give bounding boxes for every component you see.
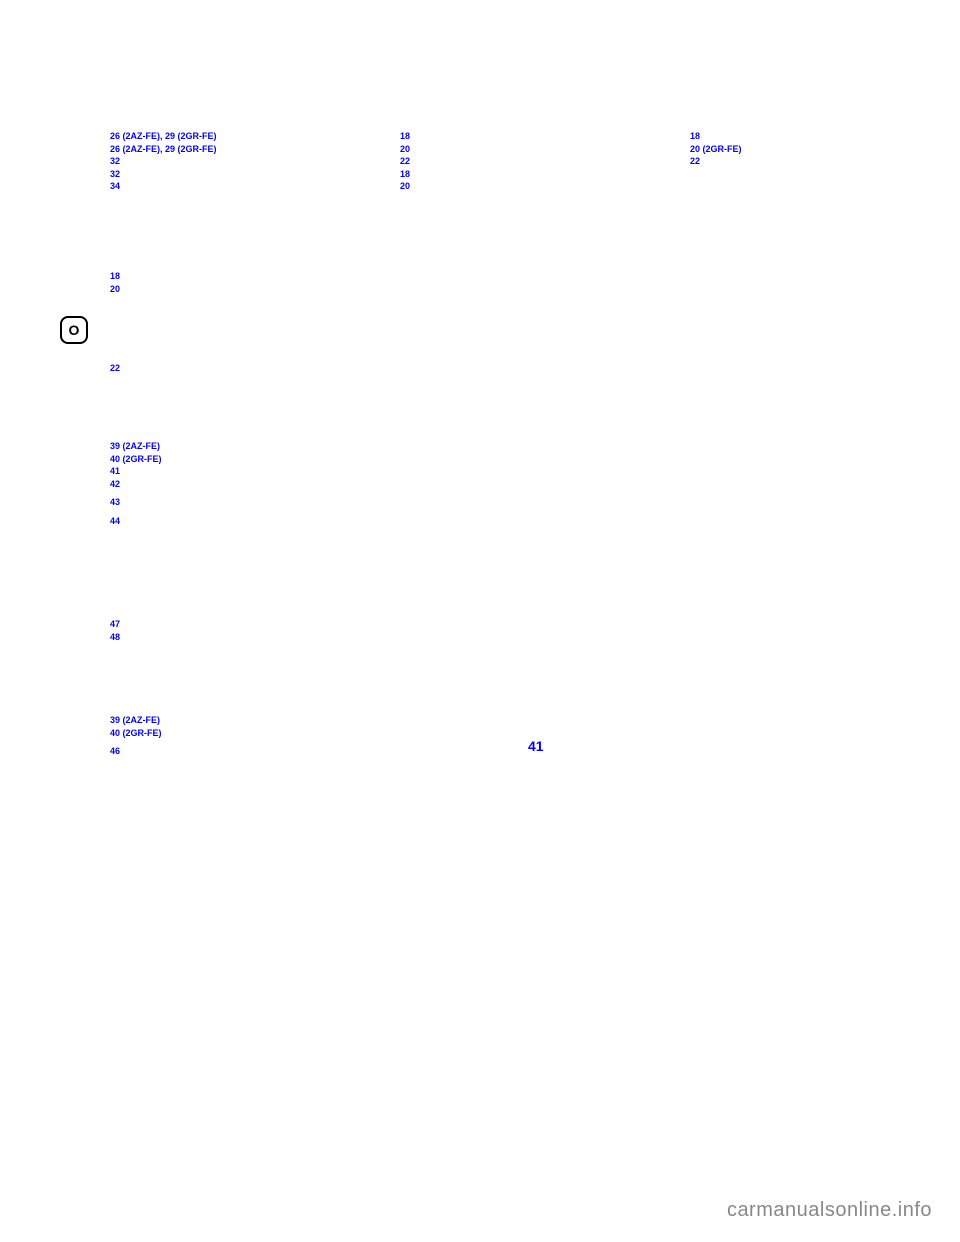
ref[interactable]: 40 (2GR-FE) (110, 453, 380, 466)
col1-sect-4: 39 (2AZ-FE) 40 (2GR-FE) 41 42 43 44 (110, 440, 380, 528)
ref[interactable]: 46 (110, 745, 380, 758)
ref[interactable]: 47 (110, 618, 380, 631)
ref[interactable]: 18 (690, 130, 960, 143)
entry: 26 (2AZ-FE), 29 (2GR-FE) 26 (2AZ-FE), 29… (110, 130, 380, 193)
page-big-number: 41 (528, 738, 544, 754)
ref[interactable]: 20 (400, 143, 670, 156)
col1-sect-3: 22 (110, 362, 380, 375)
ref[interactable]: 43 (110, 496, 380, 509)
ref[interactable]: 20 (400, 180, 670, 193)
ref[interactable]: 22 (400, 155, 670, 168)
ref[interactable]: 42 (110, 478, 380, 491)
col1-sect-5: 47 48 (110, 618, 380, 643)
ref[interactable]: 40 (2GR-FE) (110, 727, 380, 740)
ref[interactable]: 48 (110, 631, 380, 644)
ref[interactable]: 26 (2AZ-FE), 29 (2GR-FE) (110, 130, 380, 143)
ref[interactable]: 32 (110, 155, 380, 168)
ref[interactable]: 39 (2AZ-FE) (110, 714, 380, 727)
ref[interactable]: 44 (110, 515, 380, 528)
col1-sect-6: 39 (2AZ-FE) 40 (2GR-FE) 46 (110, 714, 380, 758)
ref[interactable]: 20 (110, 283, 380, 296)
ref[interactable]: 18 (400, 130, 670, 143)
ref[interactable]: 18 (400, 168, 670, 181)
ref[interactable]: 26 (2AZ-FE), 29 (2GR-FE) (110, 143, 380, 156)
ref[interactable]: 34 (110, 180, 380, 193)
ref[interactable]: 22 (110, 362, 380, 375)
col1-sect-1: 26 (2AZ-FE), 29 (2GR-FE) 26 (2AZ-FE), 29… (110, 130, 380, 197)
ref[interactable]: 32 (110, 168, 380, 181)
ref[interactable]: 20 (2GR-FE) (690, 143, 960, 156)
col3-sect-1: 18 20 (2GR-FE) 22 (690, 130, 960, 168)
section-letter: O (60, 316, 88, 344)
ref[interactable]: 22 (690, 155, 960, 168)
watermark: carmanualsonline.info (727, 1199, 932, 1222)
col1-sect-2: 18 20 (110, 270, 380, 295)
col2-sect-1: 18 20 22 18 20 (400, 130, 670, 193)
ref[interactable]: 39 (2AZ-FE) (110, 440, 380, 453)
ref[interactable]: 18 (110, 270, 380, 283)
ref[interactable]: 41 (110, 465, 380, 478)
